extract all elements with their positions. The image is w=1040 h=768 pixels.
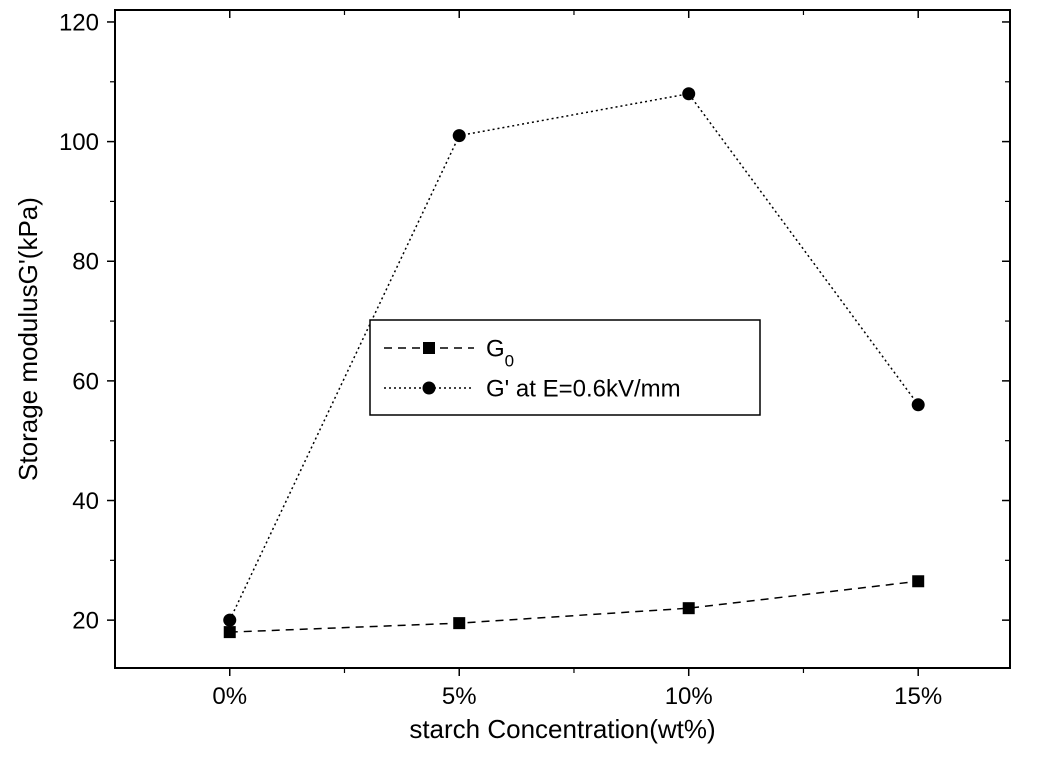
y-tick-label: 80 <box>72 249 99 276</box>
storage-modulus-chart: 0% 5% 10% 15% 20 40 60 80 100 120 starch Concentra… <box>0 0 1040 768</box>
y-tick-label: 40 <box>72 488 99 515</box>
legend-label: G' at E=0.6kV/mm <box>486 375 681 402</box>
x-tick-label: 0% <box>212 683 247 710</box>
y-tick-label: 100 <box>59 129 99 156</box>
x-tick-label: 10% <box>665 683 713 710</box>
y-tick-label: 60 <box>72 368 99 395</box>
x-tick-label: 15% <box>894 683 942 710</box>
y-axis-label: Storage modulusG'(kPa) <box>13 197 43 481</box>
y-tick-label: 120 <box>59 9 99 36</box>
legend: G0G' at E=0.6kV/mm <box>370 320 760 415</box>
x-axis-label: starch Concentration(wt%) <box>409 714 715 744</box>
x-tick-label: 5% <box>442 683 477 710</box>
y-tick-label: 20 <box>72 608 99 635</box>
chart-container: 0% 5% 10% 15% 20 40 60 80 100 120 starch Concentra… <box>0 0 1040 768</box>
